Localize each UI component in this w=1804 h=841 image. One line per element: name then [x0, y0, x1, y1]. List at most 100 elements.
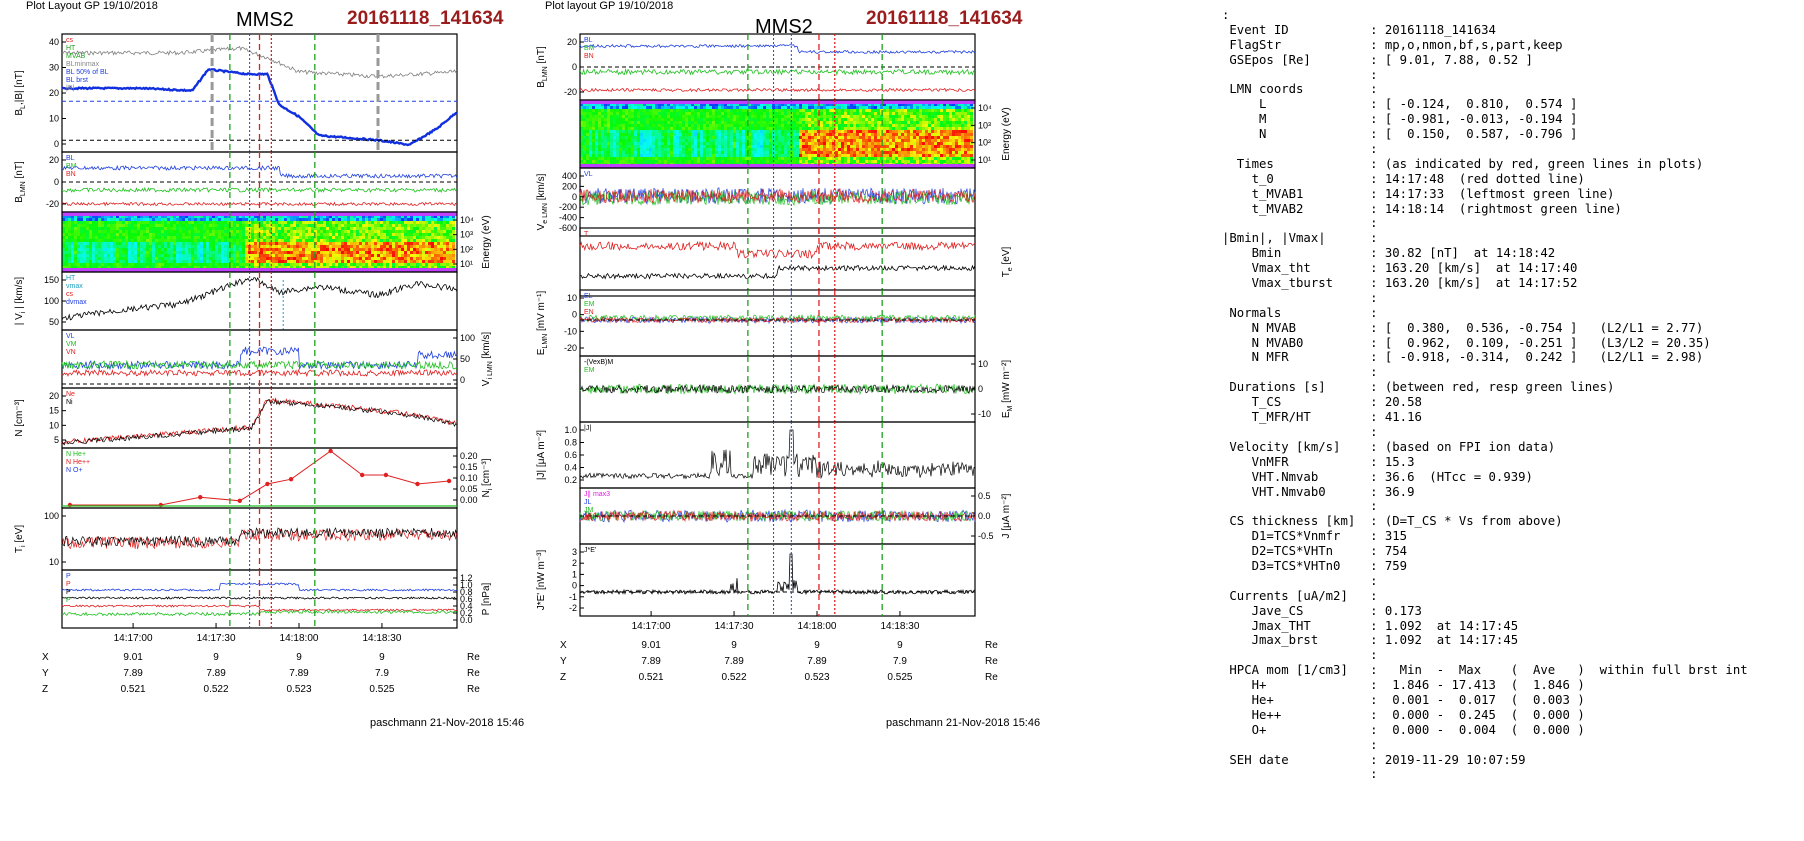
legend-entry: VL [584, 171, 593, 178]
legend-entry: BM [584, 45, 595, 52]
summary-line: M : [ -0.981, -0.013, -0.194 ] [1222, 112, 1578, 127]
pos-row-name: X [42, 652, 49, 663]
y-tick-label: 10 [978, 359, 988, 369]
te-series [579, 264, 976, 280]
summary-line: D1=TCS*Vnmfr : 315 [1222, 529, 1408, 544]
he2-point [415, 481, 420, 487]
bm-series [61, 186, 458, 194]
y-tick-label: 10³ [978, 120, 991, 130]
y-tick-label: 20 [567, 37, 577, 47]
legend-entry: |J| [584, 425, 591, 432]
y-tick-label: -20 [564, 343, 577, 353]
summary-line: Jmax_brst : 1.092 at 14:17:45 [1222, 633, 1519, 648]
y-tick-label: 10² [978, 138, 991, 148]
pos-value: 7.89 [641, 656, 661, 667]
middle-satellite-title: MMS2 [755, 16, 813, 38]
y-axis-label: Energy (eV) [481, 215, 492, 268]
y-tick-label: 400 [562, 171, 577, 181]
y-tick-label: 10⁴ [978, 103, 992, 113]
event-summary-text: : Event ID : 20161118_141634 FlagStr : m… [1222, 8, 1800, 782]
pos-value: 7.89 [289, 668, 309, 679]
summary-line: Vmax_tht : 163.20 [km/s] at 14:17:40 [1222, 261, 1578, 276]
y-axis-label: ELMN [mV m⁻¹] [536, 291, 549, 356]
y-axis-label: BLMN [nT] [536, 46, 549, 88]
y-tick-label: 0.2 [460, 608, 473, 618]
summary-line: : [1222, 216, 1378, 231]
bl-series [579, 43, 976, 55]
pos-value: 7.89 [807, 656, 827, 667]
pos-unit: Re [985, 672, 998, 683]
y-axis-label: J*E' [nW m⁻³] [536, 550, 547, 611]
vi-magnitude-series [61, 277, 458, 321]
pos-value: 9 [814, 640, 820, 651]
bm-series [579, 67, 976, 76]
summary-line: t_MVAB1 : 14:17:33 (leftmost green line) [1222, 186, 1615, 201]
vexb-series [579, 383, 976, 395]
legend-entry: P [66, 597, 71, 604]
y-tick-label: 100 [44, 296, 59, 306]
y-tick-label: -200 [559, 202, 577, 212]
y-axis-label: Energy (eV) [1001, 107, 1012, 160]
y-tick-label: 10¹ [460, 259, 473, 269]
y-axis-label: N [cm⁻³] [14, 399, 25, 437]
legend-entry: EM [584, 367, 595, 374]
j-magnitude-series [579, 429, 976, 480]
y-tick-label: 2 [572, 558, 577, 568]
summary-line: VnMFR : 15.3 [1222, 454, 1415, 469]
summary-line: : [1222, 499, 1378, 514]
pos-value: 7.9 [375, 668, 389, 679]
bl-brst-series [61, 68, 458, 147]
y-tick-label: -10 [978, 409, 991, 419]
summary-line: N MVAB : [ 0.380, 0.536, -0.754 ] (L2/L1… [1222, 320, 1704, 335]
pos-value: 9 [296, 652, 302, 663]
legend-entry: BL 50% of BL [66, 69, 109, 76]
y-tick-label: -10 [564, 326, 577, 336]
y-tick-label: 10¹ [978, 155, 991, 165]
y-tick-label: 0 [460, 375, 465, 385]
pos-value: 7.89 [123, 668, 143, 679]
summary-line: VHT.Nmvab : 36.6 (HTcc = 0.939) [1222, 469, 1533, 484]
y-tick-label: -400 [559, 213, 577, 223]
bn-series [579, 87, 976, 93]
legend-entry: JN [584, 515, 593, 522]
time-tick-label: 14:17:30 [197, 633, 236, 644]
pos-value: 9.01 [123, 652, 143, 663]
y-tick-label: 0.5 [978, 491, 991, 501]
left-event-title: 20161118_141634 [347, 8, 504, 29]
y-tick-label: 1 [572, 569, 577, 579]
legend-entry: N He++ [66, 459, 90, 466]
time-tick-label: 14:17:30 [715, 621, 754, 632]
he2-point [360, 472, 365, 478]
summary-line: LMN coords : [1222, 82, 1378, 97]
summary-line: He++ : 0.000 - 0.245 ( 0.000 ) [1222, 707, 1585, 722]
pos-value: 0.521 [121, 684, 146, 695]
legend-entry: dvmax [66, 299, 87, 306]
y-tick-label: 0.4 [564, 463, 577, 473]
summary-line: N : [ 0.150, 0.587, -0.796 ] [1222, 127, 1578, 142]
y-axis-label: Ni [cm⁻³] [481, 458, 494, 497]
p-black-series [62, 596, 457, 600]
pos-value: 0.525 [369, 684, 394, 695]
y-tick-label: 10³ [460, 230, 473, 240]
summary-line: t_MVAB2 : 14:18:14 (rightmost green line… [1222, 201, 1622, 216]
summary-line: SEH date : 2019-11-29 10:07:59 [1222, 752, 1526, 767]
y-tick-label: 0.0 [460, 615, 473, 625]
legend-entry: J*E' [584, 547, 596, 554]
left-footer: paschmann 21-Nov-2018 15:46 [370, 717, 525, 729]
y-tick-label: 0 [572, 62, 577, 72]
y-tick-label: 0 [54, 139, 59, 149]
y-tick-label: 20 [49, 155, 59, 165]
legend-entry: BL [584, 37, 593, 44]
y-tick-label: 3 [572, 547, 577, 557]
legend-entry: BM [66, 163, 77, 170]
legend-entry: VL [66, 333, 75, 340]
y-tick-label: 10⁴ [460, 215, 474, 225]
y-tick-label: 0.6 [564, 450, 577, 460]
legend-entry: BLminmax [66, 61, 100, 68]
summary-line: Durations [s] : (between red, resp green… [1222, 380, 1615, 395]
p-red-series [61, 604, 458, 612]
electron-energy-spectrogram [580, 100, 975, 168]
pos-value: 0.521 [639, 672, 664, 683]
y-axis-label: |J| [μA m⁻²] [536, 430, 547, 480]
